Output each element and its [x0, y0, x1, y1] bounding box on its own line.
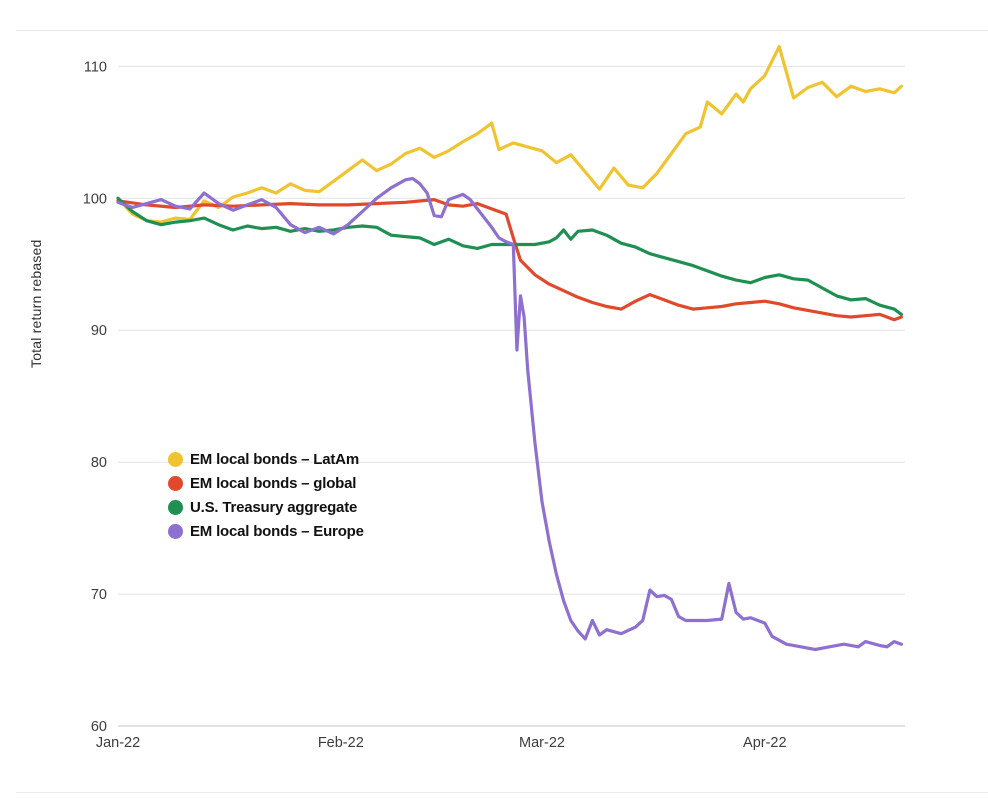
y-tick-label: 100 — [83, 191, 107, 207]
bottom-divider — [16, 792, 988, 793]
chart-legend: EM local bonds – LatAm EM local bonds – … — [168, 451, 364, 540]
legend-label-treasury: U.S. Treasury aggregate — [190, 499, 358, 516]
series-line-3 — [116, 176, 904, 652]
series-line-0 — [116, 44, 904, 224]
legend-item-latam: EM local bonds – LatAm — [168, 451, 364, 468]
legend-dot-global — [168, 476, 183, 491]
legend-item-global: EM local bonds – global — [168, 475, 364, 492]
top-divider — [16, 30, 988, 31]
legend-dot-treasury — [168, 500, 183, 515]
legend-item-treasury: U.S. Treasury aggregate — [168, 499, 364, 516]
series-line-1 — [116, 198, 904, 322]
legend-label-global: EM local bonds – global — [190, 475, 357, 492]
y-tick-label: 110 — [84, 59, 107, 75]
y-tick-label: 60 — [91, 719, 107, 735]
legend-item-europe: EM local bonds – Europe — [168, 523, 364, 540]
legend-label-latam: EM local bonds – LatAm — [190, 451, 359, 468]
legend-label-europe: EM local bonds – Europe — [190, 523, 364, 540]
y-tick-label: 80 — [91, 455, 107, 471]
x-tick-label: Apr-22 — [743, 735, 787, 751]
legend-dot-latam — [168, 452, 183, 467]
x-tick-label: Mar-22 — [519, 735, 565, 751]
y-axis-title: Total return rebased — [28, 239, 44, 368]
legend-dot-europe — [168, 524, 183, 539]
series-line-2 — [116, 196, 904, 316]
x-tick-label: Feb-22 — [318, 735, 364, 751]
x-tick-label: Jan-22 — [96, 735, 140, 751]
y-tick-label: 90 — [91, 323, 107, 339]
y-tick-label: 70 — [91, 587, 107, 603]
